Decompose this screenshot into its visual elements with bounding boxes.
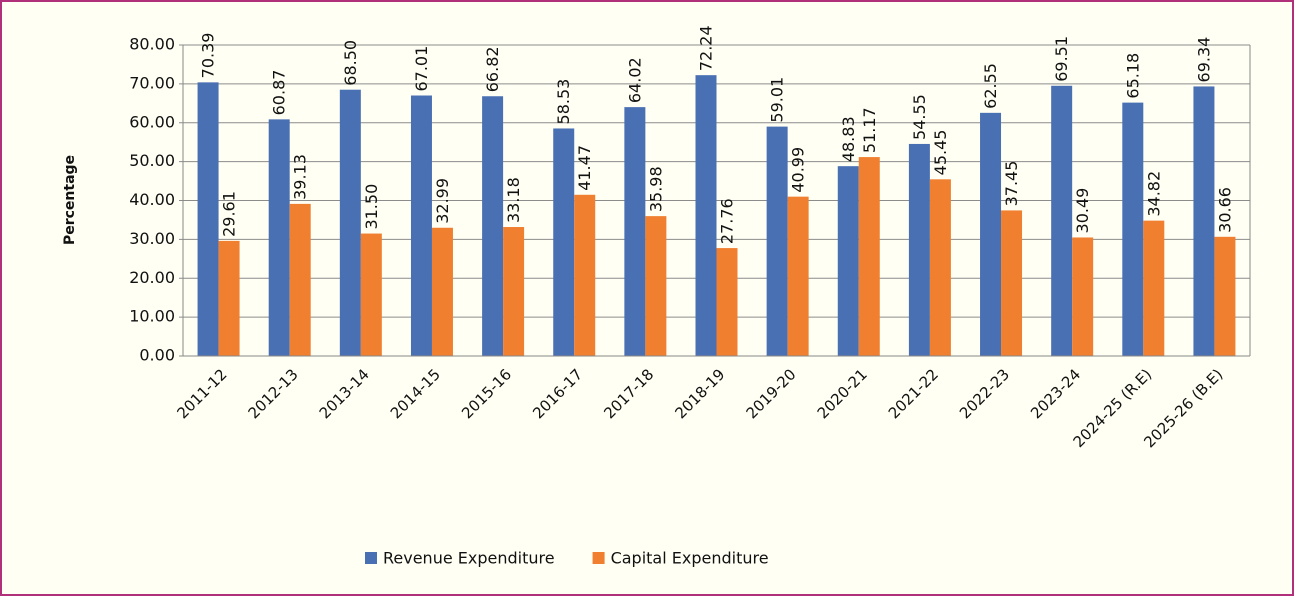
legend-label: Capital Expenditure — [611, 549, 769, 568]
data-label: 60.87 — [270, 70, 289, 116]
bar — [929, 179, 951, 356]
data-label: 29.61 — [220, 191, 239, 237]
bar — [624, 107, 646, 356]
data-label: 31.50 — [362, 184, 381, 230]
bar — [1193, 86, 1215, 357]
bar — [268, 119, 290, 356]
data-label: 34.82 — [1144, 171, 1163, 217]
bar — [858, 157, 880, 356]
legend-label: Revenue Expenditure — [383, 549, 555, 568]
data-label: 67.01 — [412, 46, 431, 92]
bar — [1051, 85, 1073, 356]
data-label: 37.45 — [1002, 161, 1021, 207]
bar — [1143, 220, 1165, 356]
bar — [431, 227, 453, 356]
data-label: 69.51 — [1052, 36, 1071, 82]
data-label: 64.02 — [625, 57, 644, 103]
data-label: 39.13 — [291, 154, 310, 200]
data-label: 69.34 — [1194, 37, 1213, 83]
data-label: 70.39 — [199, 33, 218, 79]
bar — [1214, 236, 1236, 356]
data-label: 30.49 — [1073, 188, 1092, 234]
bar — [503, 227, 525, 356]
bar — [553, 128, 575, 356]
y-tick-label: 80.00 — [129, 35, 175, 54]
data-label: 65.18 — [1123, 53, 1142, 99]
data-label: 35.98 — [646, 166, 665, 212]
bar — [289, 203, 311, 356]
bar — [645, 216, 667, 356]
y-tick-label: 50.00 — [129, 151, 175, 170]
bar — [482, 96, 504, 357]
bar — [787, 196, 809, 356]
bar — [1072, 237, 1094, 356]
bar — [980, 112, 1002, 356]
bar — [410, 95, 432, 356]
data-label: 33.18 — [504, 177, 523, 223]
data-label: 72.24 — [697, 25, 716, 71]
data-label: 30.66 — [1215, 187, 1234, 233]
bar — [218, 240, 240, 356]
bar — [716, 248, 738, 356]
bar — [695, 75, 717, 357]
y-tick-label: 70.00 — [129, 73, 175, 92]
y-axis-label: Percentage — [62, 155, 78, 245]
data-label: 62.55 — [981, 63, 1000, 109]
data-label: 48.83 — [839, 116, 858, 162]
bar — [1122, 102, 1144, 356]
bar — [360, 233, 382, 356]
bar — [1001, 210, 1023, 356]
bar — [908, 143, 930, 356]
data-label: 68.50 — [341, 40, 360, 86]
data-label: 51.17 — [860, 107, 879, 153]
y-tick-label: 0.00 — [139, 346, 175, 365]
data-label: 32.99 — [433, 178, 452, 224]
y-tick-label: 30.00 — [129, 229, 175, 248]
data-label: 27.76 — [718, 198, 737, 244]
data-label: 66.82 — [483, 46, 502, 92]
data-label: 58.53 — [554, 79, 573, 125]
bar — [766, 126, 788, 356]
bar — [574, 194, 596, 356]
y-tick-label: 10.00 — [129, 307, 175, 326]
bar — [837, 166, 859, 356]
legend-swatch — [592, 552, 605, 564]
data-label: 45.45 — [931, 130, 950, 176]
bar — [197, 82, 219, 356]
y-tick-label: 40.00 — [129, 190, 175, 209]
data-label: 54.55 — [910, 94, 929, 140]
data-label: 41.47 — [575, 145, 594, 191]
y-tick-label: 20.00 — [129, 268, 175, 287]
bar — [339, 89, 361, 357]
data-label: 40.99 — [789, 147, 808, 193]
data-label: 59.01 — [768, 77, 787, 123]
legend-swatch — [365, 552, 377, 564]
y-tick-label: 60.00 — [129, 112, 175, 131]
